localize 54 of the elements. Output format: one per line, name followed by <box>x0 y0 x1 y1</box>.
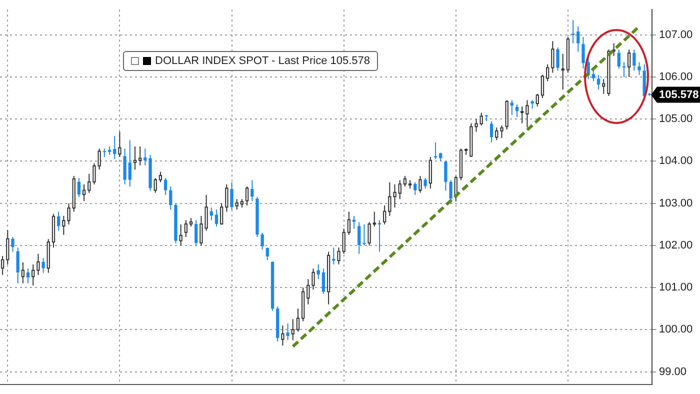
candlestick <box>424 178 427 190</box>
candlestick <box>638 62 641 76</box>
candlestick <box>352 215 356 230</box>
candlestick <box>210 207 213 221</box>
candlestick <box>632 49 636 72</box>
candlestick <box>260 232 264 250</box>
candlestick <box>556 47 560 72</box>
candlestick <box>490 120 494 143</box>
candlestick <box>515 104 519 118</box>
y-tick-label: 105.00 <box>659 113 693 126</box>
candlestick <box>576 26 580 52</box>
y-tick-label: 106.00 <box>659 71 693 84</box>
candlestick <box>128 140 132 187</box>
candlestick <box>449 180 452 204</box>
candlestick <box>444 160 448 192</box>
candlestick <box>596 74 600 90</box>
y-tick-label: 103.00 <box>659 197 693 210</box>
y-tick-label: 102.00 <box>659 239 693 252</box>
candlestick <box>358 222 361 254</box>
candlestick <box>378 220 382 252</box>
candlestick <box>362 224 366 246</box>
candlestick <box>322 268 326 294</box>
candlestick <box>622 62 626 78</box>
candlestick <box>194 220 198 246</box>
candlestick <box>617 49 620 70</box>
candlestick <box>214 209 218 227</box>
candlestick <box>11 236 14 252</box>
y-tick-label: 107.00 <box>659 28 693 41</box>
candlestick <box>230 182 234 210</box>
candlestick <box>42 258 45 274</box>
candlestick <box>169 186 172 210</box>
candlestick <box>592 70 595 82</box>
candlestick <box>266 247 269 261</box>
candlestick <box>434 142 438 160</box>
text: 105.578 <box>659 88 699 101</box>
candlestick <box>113 135 116 160</box>
candlestick <box>164 178 168 196</box>
candlestick <box>123 148 126 185</box>
candlestick <box>77 178 81 198</box>
candlestick <box>16 247 20 284</box>
y-tick-label: 100.00 <box>659 324 693 336</box>
candlestick <box>286 322 290 341</box>
candlestick <box>57 211 60 232</box>
candlestick <box>571 20 575 44</box>
candlestick <box>26 268 30 284</box>
y-tick-label: 101.00 <box>659 282 693 294</box>
candlestick <box>250 180 254 202</box>
legend-frame: DOLLAR INDEX SPOT - Last Price 105.578 <box>123 50 378 71</box>
candlestick <box>582 36 585 70</box>
candlestick <box>510 100 514 116</box>
candlestick <box>414 182 417 196</box>
candlestick <box>316 264 320 280</box>
y-tick-label: 99.00 <box>659 366 687 378</box>
y-tick-label: 104.00 <box>659 155 693 168</box>
